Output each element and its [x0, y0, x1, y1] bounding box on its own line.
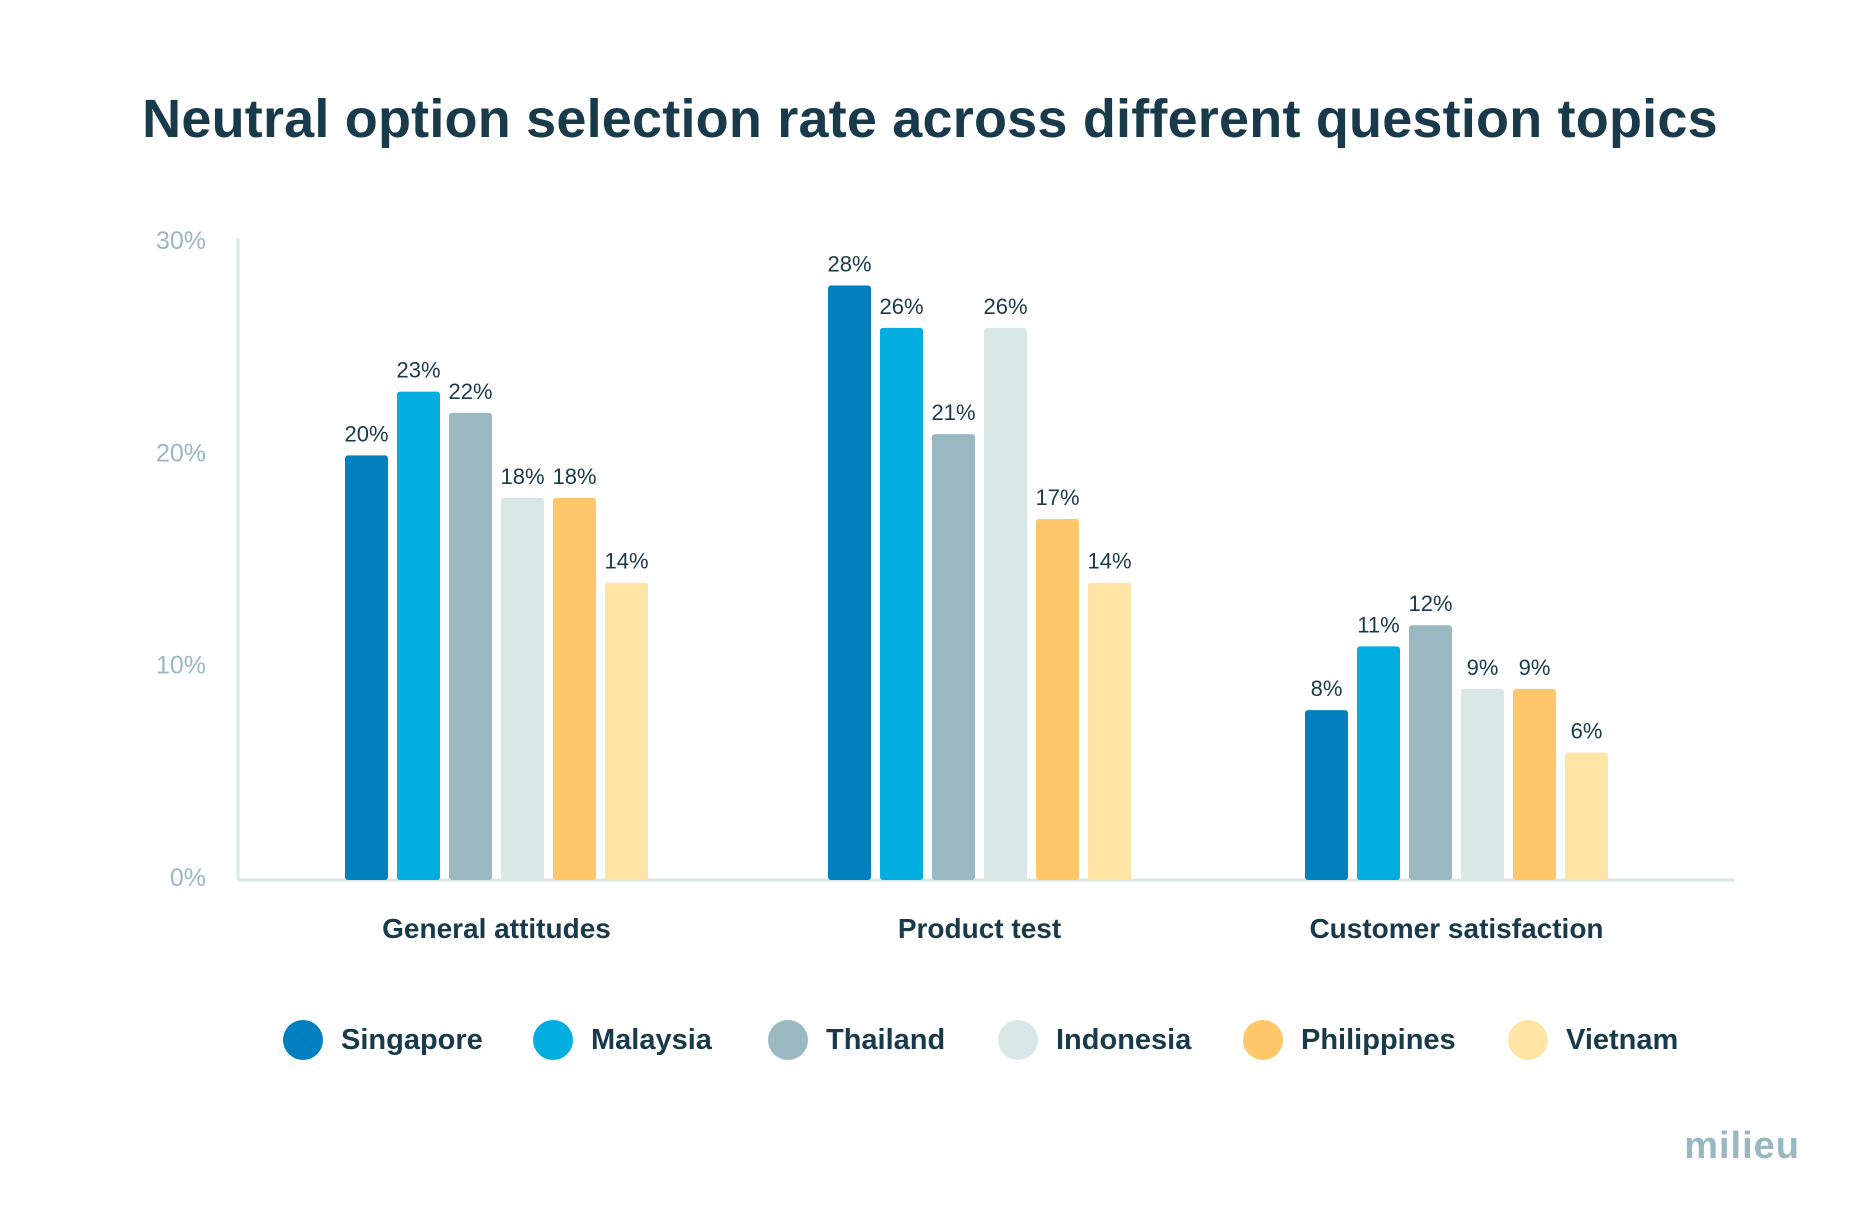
bar [1461, 688, 1504, 880]
bar-value-label: 14% [1087, 549, 1131, 574]
legend-swatch [283, 1020, 323, 1060]
legend-label: Singapore [341, 1023, 483, 1056]
bar [1357, 646, 1400, 880]
bar-value-label: 12% [1408, 591, 1452, 616]
bar-value-label: 23% [396, 358, 440, 383]
legend-item: Malaysia [533, 1010, 712, 1070]
category-label: Product test [898, 913, 1061, 944]
bar [345, 455, 388, 880]
bar [397, 391, 440, 880]
legend-item: Singapore [283, 1010, 483, 1070]
legend-label: Thailand [826, 1023, 946, 1056]
bar-value-label: 9% [1519, 655, 1551, 680]
bar-value-label: 6% [1571, 719, 1603, 744]
bar-value-label: 14% [604, 549, 648, 574]
legend-swatch [1243, 1020, 1283, 1060]
bar [1513, 688, 1556, 880]
legend-label: Malaysia [591, 1023, 712, 1056]
y-tick-label: 30% [156, 227, 206, 255]
bar-value-label: 9% [1467, 655, 1499, 680]
bar [984, 327, 1027, 880]
chart-title: Neutral option selection rate across dif… [142, 89, 1718, 149]
bar-value-label: 26% [879, 294, 923, 319]
legend: Singapore Malaysia Thailand Indonesia Philip… [0, 1010, 1860, 1070]
bar-value-label: 18% [500, 464, 544, 489]
bars-group: 20% 23% 22% 18% 18% 14% 28% 26% 21% 26% 17% 14% 8% 11… [344, 251, 1608, 880]
legend-item: Indonesia [998, 1010, 1191, 1070]
brand-logo: milieu [1684, 1125, 1800, 1167]
bar-value-label: 8% [1311, 676, 1343, 701]
bar-value-label: 11% [1357, 612, 1399, 637]
bar [1036, 519, 1079, 880]
legend-swatch [768, 1020, 808, 1060]
bar-value-label: 28% [827, 251, 871, 276]
legend-item: Thailand [768, 1010, 945, 1070]
bar [501, 497, 544, 880]
bar [553, 497, 596, 880]
bar [1088, 582, 1131, 880]
legend-item: Vietnam [1508, 1010, 1678, 1070]
legend-item: Philippines [1243, 1010, 1456, 1070]
bar-value-label: 20% [344, 421, 388, 446]
bar [828, 285, 871, 880]
category-label: Customer satisfaction [1309, 913, 1603, 944]
y-tick-label: 20% [156, 439, 206, 467]
bar [932, 434, 975, 880]
category-label: General attitudes [382, 913, 611, 944]
bar [880, 327, 923, 880]
bar [1409, 625, 1452, 880]
y-tick-label: 10% [156, 652, 206, 680]
legend-label: Vietnam [1566, 1023, 1679, 1056]
bar-value-label: 22% [448, 379, 492, 404]
y-tick-label: 0% [170, 864, 206, 892]
bar-value-label: 18% [552, 464, 596, 489]
bar-value-label: 17% [1035, 485, 1079, 510]
bar [449, 412, 492, 880]
legend-swatch [533, 1020, 573, 1060]
y-axis-ticks: 0% 10% 20% 30% [156, 227, 206, 892]
legend-swatch [998, 1020, 1038, 1060]
legend-label: Indonesia [1056, 1023, 1192, 1056]
legend-label: Philippines [1301, 1023, 1456, 1056]
bar [1305, 710, 1348, 880]
bar-value-label: 21% [931, 400, 975, 425]
bar [1565, 752, 1608, 880]
bar-value-label: 26% [983, 294, 1027, 319]
bar [605, 582, 648, 880]
legend-swatch [1508, 1020, 1548, 1060]
category-labels: General attitudes Product test Customer sa… [382, 913, 1603, 944]
